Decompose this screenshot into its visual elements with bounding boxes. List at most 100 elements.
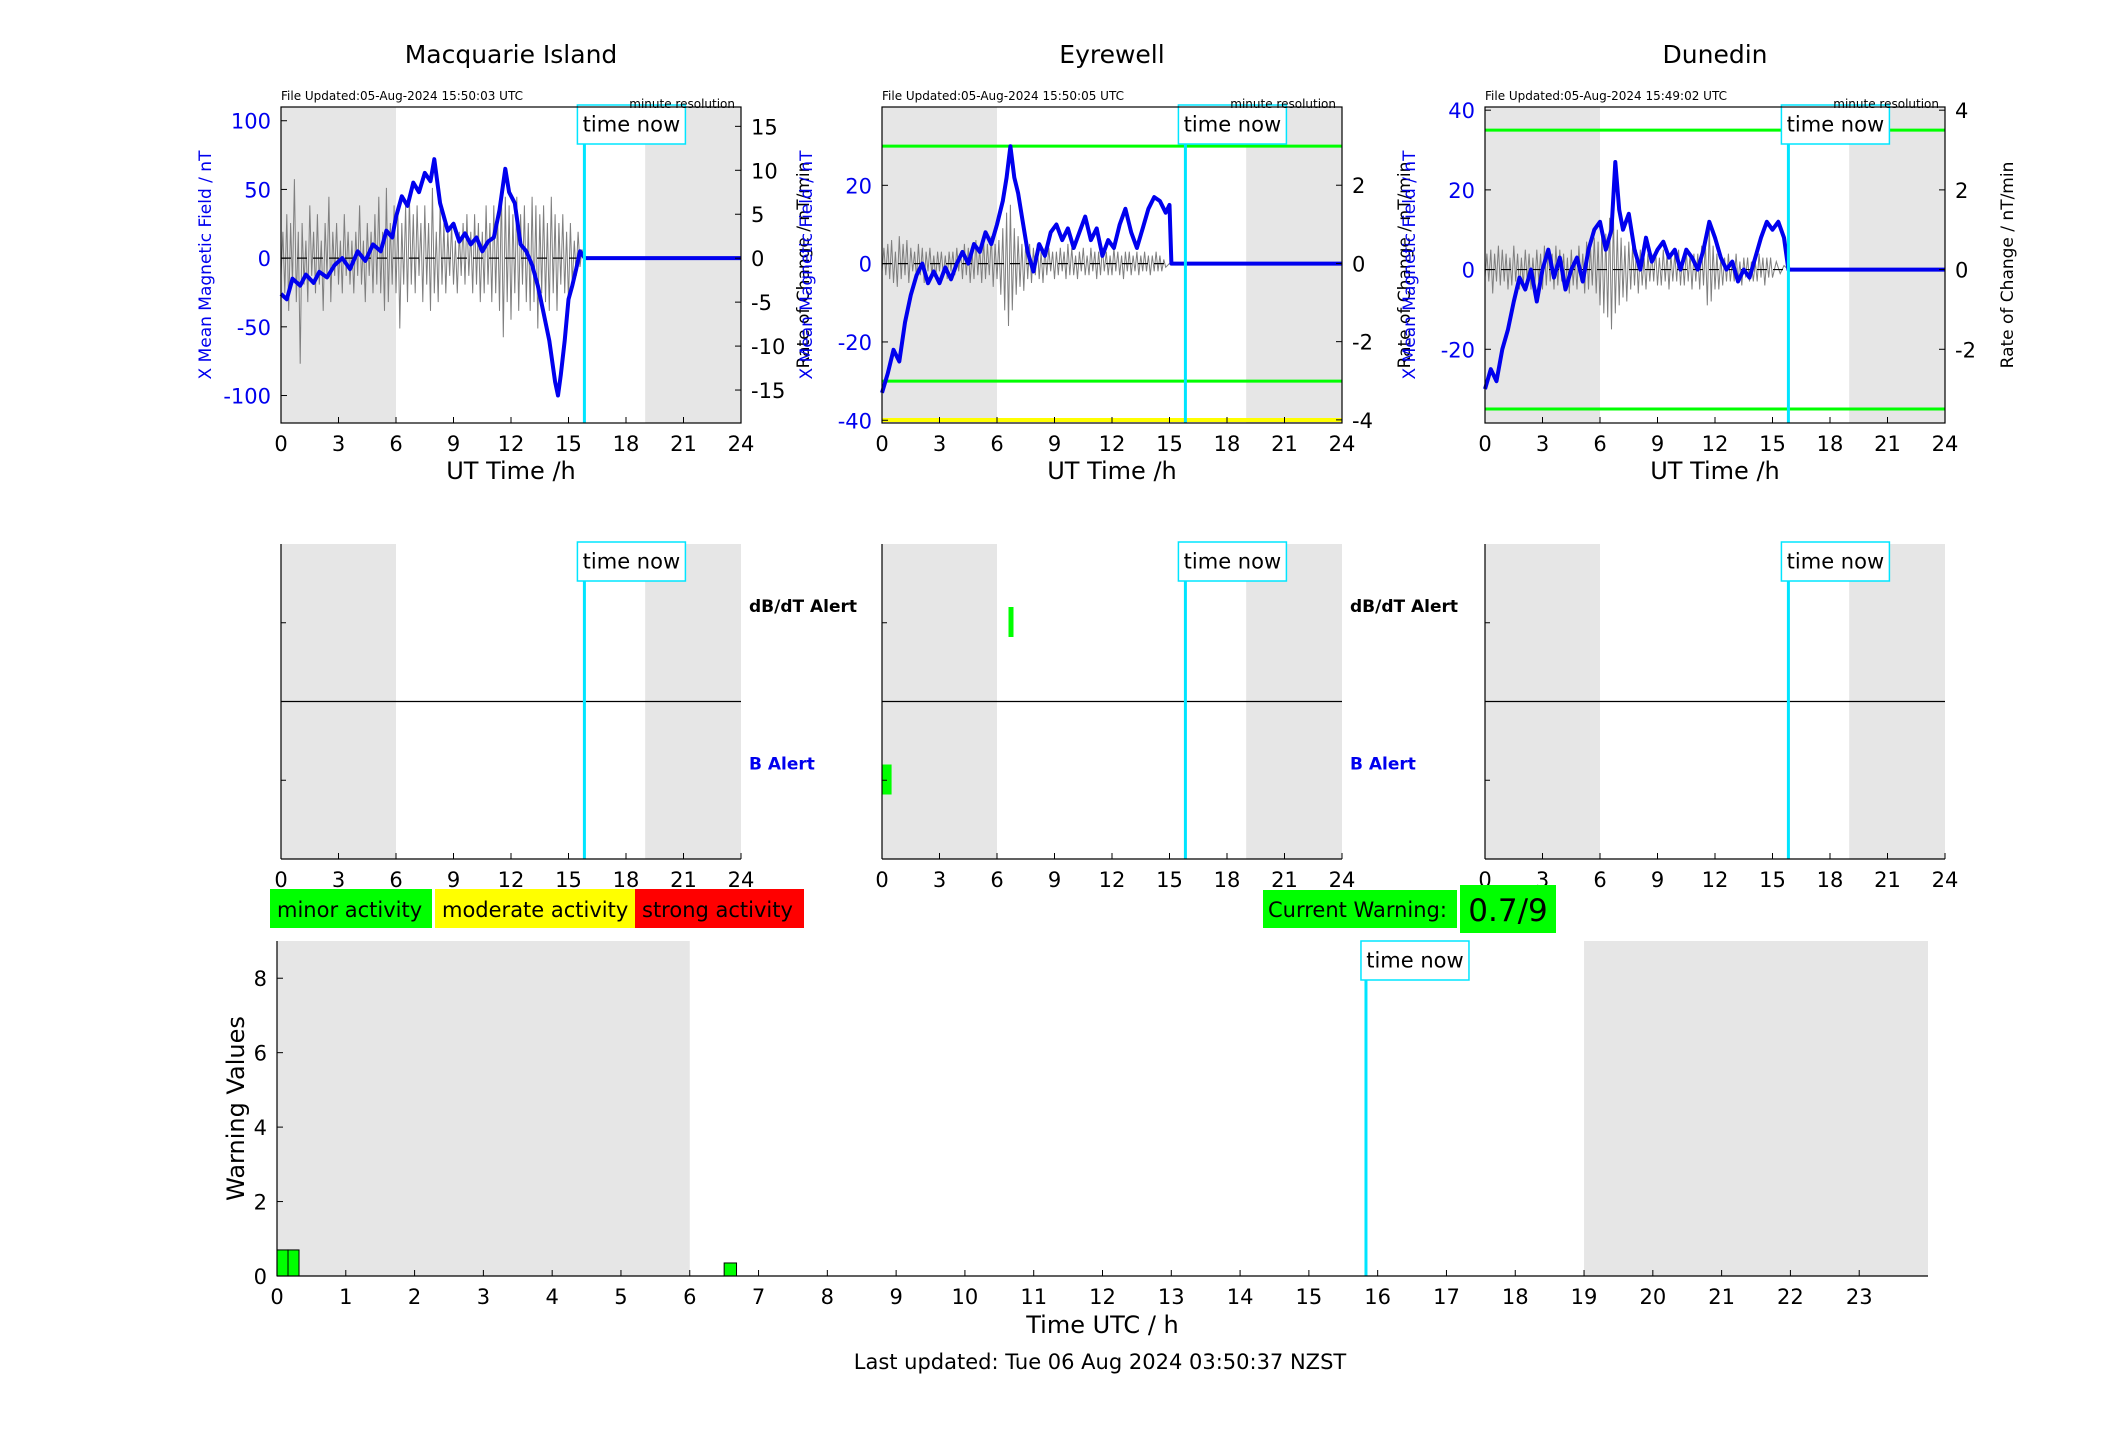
- y-right-axis-label: Rate of Change / nT/min: [1395, 162, 1415, 369]
- warning-x-tick-label: 6: [683, 1285, 696, 1309]
- alert-x-tick-label: 12: [498, 868, 525, 892]
- x-tick-label: 0: [875, 432, 888, 456]
- station-title: Eyrewell: [1059, 40, 1164, 69]
- warning-x-tick-label: 20: [1639, 1285, 1666, 1309]
- y-left-axis-label: X Mean Magnetic Field / nT: [1400, 150, 1420, 380]
- y-right-axis-label: Rate of Change / nT/min: [1998, 162, 2018, 369]
- resolution-text: minute resolution: [1230, 97, 1336, 111]
- alert-x-tick-label: 21: [1874, 868, 1901, 892]
- x-tick-label: 3: [332, 432, 345, 456]
- warning-bar: [287, 1249, 300, 1277]
- warning-x-tick-label: 8: [821, 1285, 834, 1309]
- x-tick-label: 18: [613, 432, 640, 456]
- dbdt-alert-mark: [1008, 607, 1014, 637]
- x-mean-field-series: [1483, 160, 1945, 390]
- alert-time-now-annotation-box: [1780, 541, 1891, 582]
- y-right-tick-label: -5: [751, 291, 772, 315]
- y-right-tick-label: 10: [751, 159, 778, 183]
- y-right-tick-label: -2: [1352, 331, 1373, 355]
- x-tick-label: 6: [389, 432, 402, 456]
- file-updated-text: File Updated:05-Aug-2024 15:50:03 UTC: [281, 89, 523, 103]
- dbdt-alert-label: dB/dT Alert: [749, 597, 857, 617]
- x-tick-label: 12: [498, 432, 525, 456]
- warning-x-tick-label: 17: [1433, 1285, 1460, 1309]
- alert-x-tick-label: 0: [274, 868, 287, 892]
- y-left-tick-label: -50: [237, 316, 271, 340]
- warning-y-tick-label: 8: [254, 967, 267, 991]
- y-right-tick-label: -10: [751, 335, 785, 359]
- warning-x-tick-label: 14: [1227, 1285, 1254, 1309]
- file-updated-text: File Updated:05-Aug-2024 15:50:05 UTC: [882, 89, 1124, 103]
- x-tick-label: 24: [1329, 432, 1356, 456]
- warning-time-now-annotation-label: time now: [1366, 949, 1463, 973]
- x-tick-label: 24: [1932, 432, 1959, 456]
- x-mean-field-series: [880, 144, 1342, 394]
- alert-x-tick-label: 3: [933, 868, 946, 892]
- time-now-annotation-box: [576, 104, 687, 145]
- x-tick-label: 3: [933, 432, 946, 456]
- alert-x-tick-label: 6: [990, 868, 1003, 892]
- x-tick-label: 15: [1759, 432, 1786, 456]
- x-tick-label: 12: [1702, 432, 1729, 456]
- time-now-annotation-box: [1780, 104, 1891, 145]
- dbdt-alert-label: dB/dT Alert: [1350, 597, 1458, 617]
- x-tick-label: 9: [447, 432, 460, 456]
- alert-x-tick-label: 21: [670, 868, 697, 892]
- x-tick-label: 15: [555, 432, 582, 456]
- warning-x-tick-label: 15: [1296, 1285, 1323, 1309]
- x-mean-field-series: [279, 157, 741, 398]
- current-warning: Current Warning: 0.7/9: [1263, 885, 1556, 933]
- time-now-annotation-box: [1177, 104, 1288, 145]
- alert-x-tick-label: 0: [875, 868, 888, 892]
- station-title: Macquarie Island: [405, 40, 618, 69]
- alert-x-tick-label: 24: [728, 868, 755, 892]
- x-tick-label: 15: [1156, 432, 1183, 456]
- warning-x-tick-label: 7: [752, 1285, 765, 1309]
- legend-strong-label: strong activity: [642, 898, 793, 922]
- footer-last-updated: Last updated: Tue 06 Aug 2024 03:50:37 N…: [854, 1350, 1347, 1374]
- y-right-tick-label: -2: [1955, 338, 1976, 362]
- legend-minor-swatch: [270, 889, 432, 928]
- resolution-text: minute resolution: [1833, 97, 1939, 111]
- night-shading: [645, 107, 741, 423]
- warning-x-axis-label: Time UTC / h: [1025, 1311, 1179, 1339]
- alert-x-tick-label: 15: [555, 868, 582, 892]
- current-warning-label: Current Warning:: [1268, 898, 1447, 922]
- current-warning-value: 0.7/9: [1468, 893, 1547, 929]
- time-now-annotation-label: time now: [583, 113, 680, 137]
- alert-time-now-annotation-label: time now: [583, 550, 680, 574]
- warning-x-tick-label: 4: [545, 1285, 558, 1309]
- warning-bar: [276, 1249, 289, 1277]
- x-tick-label: 0: [1478, 432, 1491, 456]
- warning-bar: [723, 1262, 738, 1277]
- warning-x-tick-label: 3: [477, 1285, 490, 1309]
- current-warning-value-bg: [1460, 885, 1556, 933]
- warning-x-tick-label: 23: [1846, 1285, 1873, 1309]
- warning-x-tick-label: 10: [952, 1285, 979, 1309]
- night-shading: [1849, 107, 1945, 423]
- x-tick-label: 18: [1817, 432, 1844, 456]
- x-tick-label: 24: [728, 432, 755, 456]
- warning-time-now-annotation-box: [1360, 940, 1470, 981]
- x-tick-label: 3: [1536, 432, 1549, 456]
- y-left-tick-label: 0: [258, 247, 271, 271]
- y-left-tick-label: 0: [1462, 259, 1475, 283]
- y-left-tick-label: 40: [1448, 99, 1475, 123]
- x-axis-label: UT Time /h: [1650, 457, 1780, 485]
- warning-x-tick-label: 22: [1777, 1285, 1804, 1309]
- warning-x-tick-label: 1: [339, 1285, 352, 1309]
- alert-x-tick-label: 24: [1932, 868, 1959, 892]
- alert-x-tick-label: 18: [613, 868, 640, 892]
- alert-x-tick-label: 15: [1759, 868, 1786, 892]
- warning-x-tick-label: 18: [1502, 1285, 1529, 1309]
- rate-of-change-series: [881, 204, 1170, 327]
- y-right-tick-label: 0: [1955, 259, 1968, 283]
- alert-x-tick-label: 15: [1156, 868, 1183, 892]
- warning-y-tick-label: 4: [254, 1116, 267, 1140]
- y-left-tick-label: -40: [838, 409, 872, 433]
- alert-x-tick-label: 18: [1817, 868, 1844, 892]
